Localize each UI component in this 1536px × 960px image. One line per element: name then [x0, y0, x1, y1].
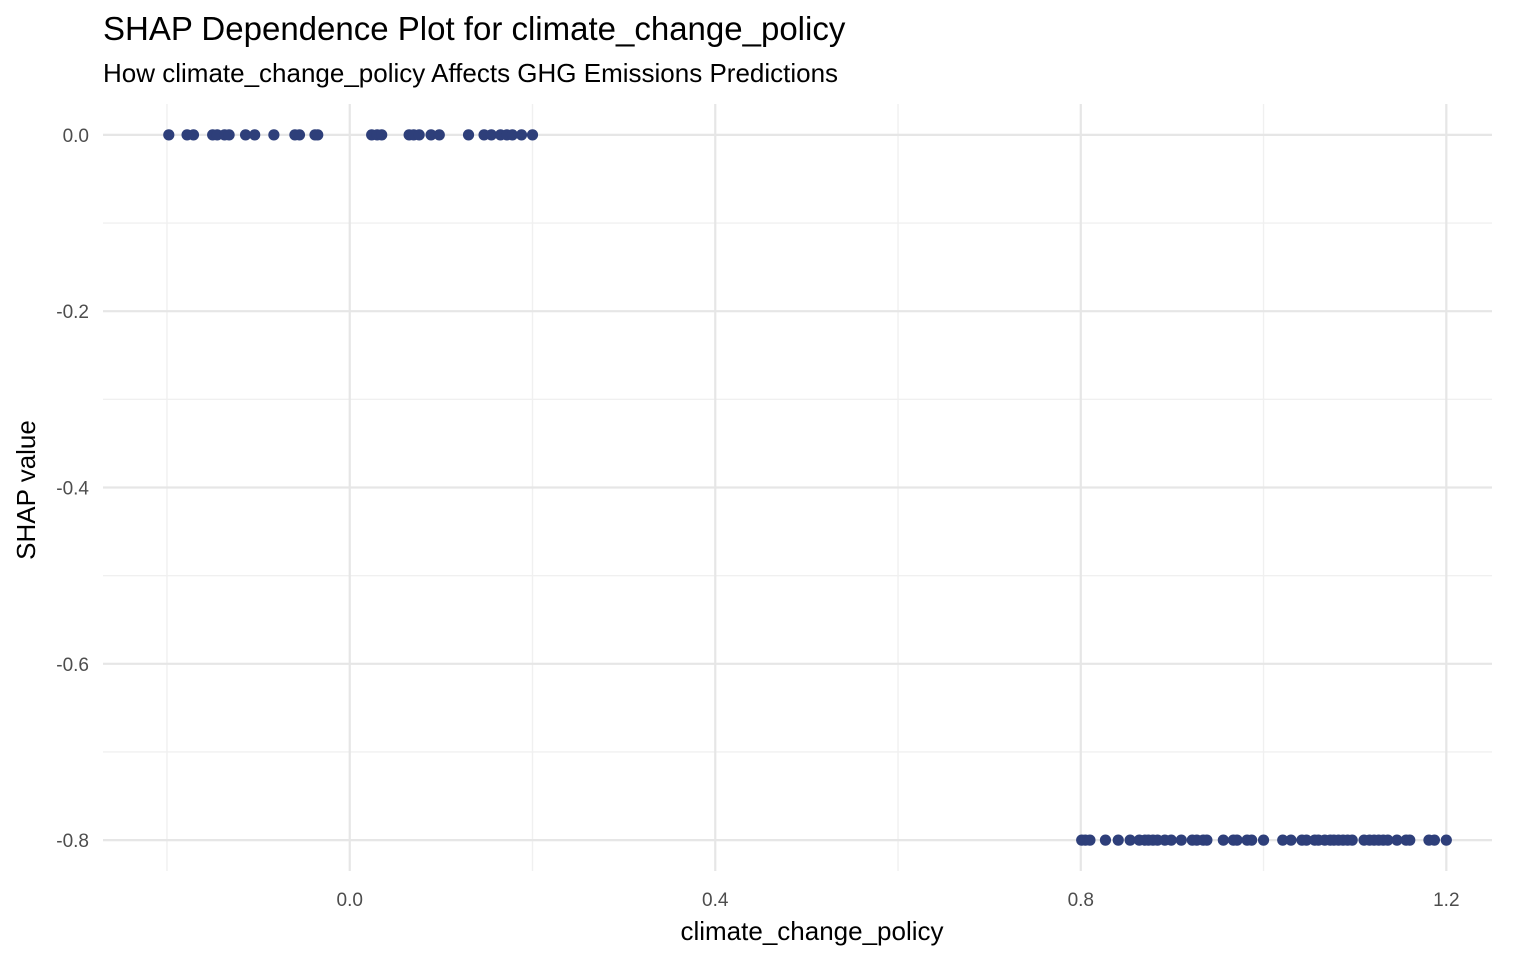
data-point-19 [413, 129, 425, 141]
data-point-75 [1404, 834, 1416, 846]
data-point-54 [1277, 834, 1289, 846]
data-point-53 [1257, 834, 1270, 846]
data-point-66 [1346, 834, 1358, 846]
x-tick-label-1: 0.4 [702, 890, 729, 911]
data-point-8 [249, 129, 261, 141]
data-point-77 [1428, 834, 1441, 846]
data-point-55 [1285, 834, 1297, 846]
y-axis-ticks: 0.0 -0.2 -0.4 -0.6 -0.8 [56, 126, 89, 852]
data-point-33 [1099, 834, 1112, 846]
data-point-42 [1165, 834, 1177, 846]
data-point-28 [515, 129, 528, 141]
x-tick-label-2: 0.8 [1068, 890, 1094, 911]
data-point-73 [1391, 834, 1403, 846]
data-point-35 [1124, 834, 1136, 846]
data-point-6 [223, 129, 235, 141]
data-point-22 [462, 129, 475, 141]
data-point-48 [1217, 834, 1229, 846]
data-point-0 [163, 129, 175, 141]
data-point-72 [1382, 834, 1394, 846]
y-tick-label-0: 0.0 [63, 126, 89, 147]
data-point-32 [1084, 834, 1096, 846]
data-point-52 [1246, 834, 1258, 846]
y-axis-title: SHAP value [11, 420, 41, 560]
y-tick-label-2: -0.4 [56, 479, 89, 500]
data-point-34 [1112, 834, 1124, 846]
data-point-24 [485, 129, 497, 141]
x-tick-label-0: 0.0 [337, 890, 363, 911]
data-point-57 [1300, 834, 1313, 846]
data-point-47 [1201, 834, 1213, 846]
data-point-27 [506, 129, 518, 141]
y-tick-label-1: -0.2 [56, 302, 89, 323]
scatter-points [163, 129, 1452, 846]
chart-subtitle: How climate_change_policy Affects GHG Em… [103, 58, 839, 88]
data-point-13 [312, 129, 324, 141]
data-point-21 [433, 129, 445, 141]
data-point-16 [376, 129, 388, 141]
y-tick-label-4: -0.8 [56, 831, 89, 852]
data-point-50 [1231, 834, 1243, 846]
x-axis-ticks: 0.0 0.4 0.8 1.2 [337, 890, 1460, 911]
x-tick-label-3: 1.2 [1433, 890, 1459, 911]
data-point-43 [1175, 834, 1187, 846]
data-point-7 [239, 129, 252, 141]
data-point-29 [526, 129, 539, 141]
chart-title: SHAP Dependence Plot for climate_change_… [103, 10, 846, 47]
data-point-11 [293, 129, 306, 141]
data-point-78 [1440, 834, 1452, 846]
data-point-20 [425, 129, 437, 141]
y-tick-label-3: -0.6 [56, 655, 89, 676]
data-point-9 [268, 129, 280, 141]
grid [103, 104, 1492, 871]
x-axis-title: climate_change_policy [680, 916, 943, 946]
data-point-2 [187, 129, 200, 141]
